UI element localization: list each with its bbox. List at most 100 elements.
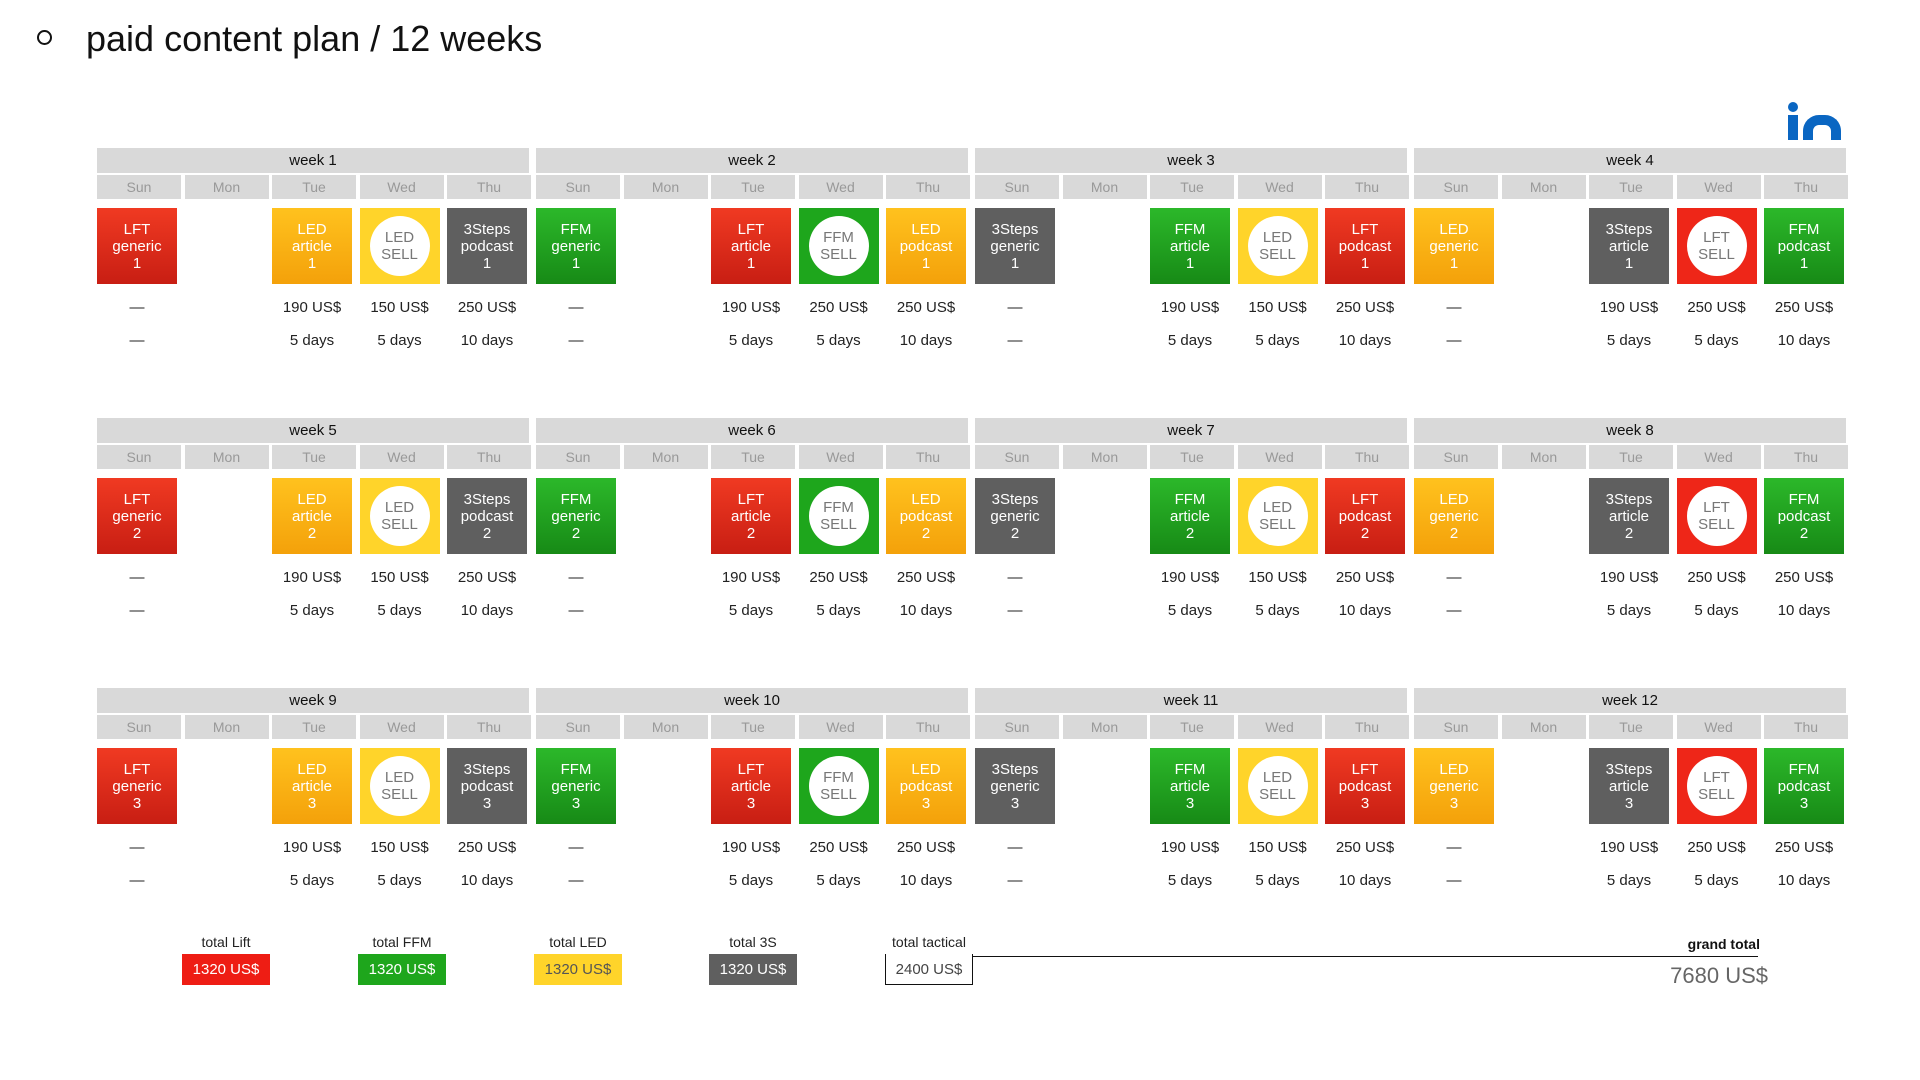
- sell-tile[interactable]: LED SELL: [359, 478, 440, 554]
- sell-tile[interactable]: LED SELL: [359, 748, 440, 824]
- tile-label: FFM SELL: [820, 769, 857, 803]
- total-lift-value: 1320 US$: [182, 954, 270, 985]
- content-tile[interactable]: LED generic 1: [1414, 208, 1494, 284]
- day-label-thu: Thu: [1325, 445, 1409, 469]
- tile-label: 3Steps generic 3: [990, 760, 1040, 812]
- price-tue: 190 US$: [1160, 569, 1220, 586]
- content-tile[interactable]: 3Steps podcast 2: [447, 478, 527, 554]
- content-tile[interactable]: LFT generic 1: [97, 208, 177, 284]
- content-tile[interactable]: FFM article 1: [1150, 208, 1230, 284]
- day-label-sun: Sun: [975, 445, 1059, 469]
- duration-tue: 5 days: [289, 872, 335, 889]
- price-sun: —: [129, 839, 145, 856]
- content-tile[interactable]: LED podcast 3: [886, 748, 966, 824]
- content-tile[interactable]: 3Steps podcast 3: [447, 748, 527, 824]
- content-tile[interactable]: 3Steps article 1: [1589, 208, 1669, 284]
- bullet-icon: [37, 30, 52, 45]
- sell-tile[interactable]: LED SELL: [359, 208, 440, 284]
- content-tile[interactable]: LFT generic 3: [97, 748, 177, 824]
- sell-tile[interactable]: LFT SELL: [1676, 208, 1757, 284]
- price-tue: 190 US$: [282, 569, 342, 586]
- price-thu: 250 US$: [1335, 569, 1395, 586]
- duration-thu: 10 days: [1777, 332, 1831, 349]
- content-tile[interactable]: LED article 1: [272, 208, 352, 284]
- tile-label: LFT SELL: [1698, 769, 1735, 803]
- price-wed: 150 US$: [1248, 839, 1307, 856]
- content-tile[interactable]: 3Steps podcast 1: [447, 208, 527, 284]
- content-tile[interactable]: FFM article 2: [1150, 478, 1230, 554]
- tile-label: LED podcast 2: [899, 490, 953, 542]
- content-tile[interactable]: 3Steps article 3: [1589, 748, 1669, 824]
- content-tile[interactable]: LED article 2: [272, 478, 352, 554]
- day-label-tue: Tue: [272, 175, 356, 199]
- content-tile[interactable]: LFT podcast 2: [1325, 478, 1405, 554]
- content-tile[interactable]: LFT generic 2: [97, 478, 177, 554]
- total-tactical-value: 2400 US$: [885, 954, 973, 985]
- day-label-thu: Thu: [1764, 715, 1848, 739]
- duration-sun: —: [568, 602, 584, 619]
- price-tue: 190 US$: [721, 299, 781, 316]
- duration-wed: 5 days: [1694, 332, 1739, 349]
- content-tile[interactable]: FFM generic 1: [536, 208, 616, 284]
- price-wed: 250 US$: [809, 569, 868, 586]
- content-tile[interactable]: FFM article 3: [1150, 748, 1230, 824]
- duration-sun: —: [129, 602, 145, 619]
- day-label-mon: Mon: [1062, 715, 1147, 739]
- total-3s-label: total 3S: [729, 934, 777, 950]
- price-thu: 250 US$: [457, 299, 517, 316]
- sell-tile[interactable]: FFM SELL: [798, 478, 879, 554]
- duration-tue: 5 days: [1167, 602, 1213, 619]
- sell-tile[interactable]: LED SELL: [1237, 208, 1318, 284]
- sell-tile[interactable]: FFM SELL: [798, 208, 879, 284]
- duration-wed: 5 days: [816, 332, 861, 349]
- content-tile[interactable]: LFT article 2: [711, 478, 791, 554]
- tile-label: LED generic 2: [1429, 490, 1479, 542]
- total-led-label: total LED: [549, 934, 607, 950]
- day-label-tue: Tue: [272, 715, 356, 739]
- content-tile[interactable]: LED generic 3: [1414, 748, 1494, 824]
- tile-label: 3Steps podcast 1: [460, 220, 514, 272]
- duration-sun: —: [1446, 332, 1462, 349]
- price-thu: 250 US$: [896, 299, 956, 316]
- sell-tile[interactable]: LFT SELL: [1676, 748, 1757, 824]
- content-tile[interactable]: LFT podcast 3: [1325, 748, 1405, 824]
- tile-label: FFM article 1: [1169, 220, 1210, 272]
- sell-tile[interactable]: FFM SELL: [798, 748, 879, 824]
- content-tile[interactable]: LFT article 3: [711, 748, 791, 824]
- price-sun: —: [568, 569, 584, 586]
- content-tile[interactable]: 3Steps article 2: [1589, 478, 1669, 554]
- content-tile[interactable]: FFM generic 2: [536, 478, 616, 554]
- tile-label: 3Steps article 3: [1605, 760, 1653, 812]
- day-label-thu: Thu: [447, 175, 531, 199]
- content-tile[interactable]: 3Steps generic 3: [975, 748, 1055, 824]
- content-tile[interactable]: FFM podcast 1: [1764, 208, 1844, 284]
- content-tile[interactable]: FFM podcast 2: [1764, 478, 1844, 554]
- day-label-thu: Thu: [447, 715, 531, 739]
- duration-sun: —: [1007, 332, 1023, 349]
- day-label-tue: Tue: [1150, 715, 1234, 739]
- content-tile[interactable]: LED podcast 1: [886, 208, 966, 284]
- tile-label: LED article 3: [291, 760, 332, 812]
- content-tile[interactable]: LFT podcast 1: [1325, 208, 1405, 284]
- sell-tile[interactable]: LED SELL: [1237, 478, 1318, 554]
- day-label-thu: Thu: [1764, 445, 1848, 469]
- content-tile[interactable]: LED podcast 2: [886, 478, 966, 554]
- price-tue: 190 US$: [1160, 839, 1220, 856]
- content-tile[interactable]: 3Steps generic 2: [975, 478, 1055, 554]
- sell-tile[interactable]: LFT SELL: [1676, 478, 1757, 554]
- day-label-tue: Tue: [711, 445, 795, 469]
- price-tue: 190 US$: [282, 839, 342, 856]
- content-tile[interactable]: LED article 3: [272, 748, 352, 824]
- content-tile[interactable]: FFM generic 3: [536, 748, 616, 824]
- content-tile[interactable]: FFM podcast 3: [1764, 748, 1844, 824]
- price-sun: —: [1007, 839, 1023, 856]
- sell-tile[interactable]: LED SELL: [1237, 748, 1318, 824]
- content-tile[interactable]: LFT article 1: [711, 208, 791, 284]
- content-tile[interactable]: LED generic 2: [1414, 478, 1494, 554]
- linkedin-icon[interactable]: [1786, 102, 1846, 140]
- price-sun: —: [1446, 299, 1462, 316]
- day-label-tue: Tue: [1589, 175, 1673, 199]
- day-label-thu: Thu: [447, 445, 531, 469]
- content-tile[interactable]: 3Steps generic 1: [975, 208, 1055, 284]
- day-label-tue: Tue: [1589, 445, 1673, 469]
